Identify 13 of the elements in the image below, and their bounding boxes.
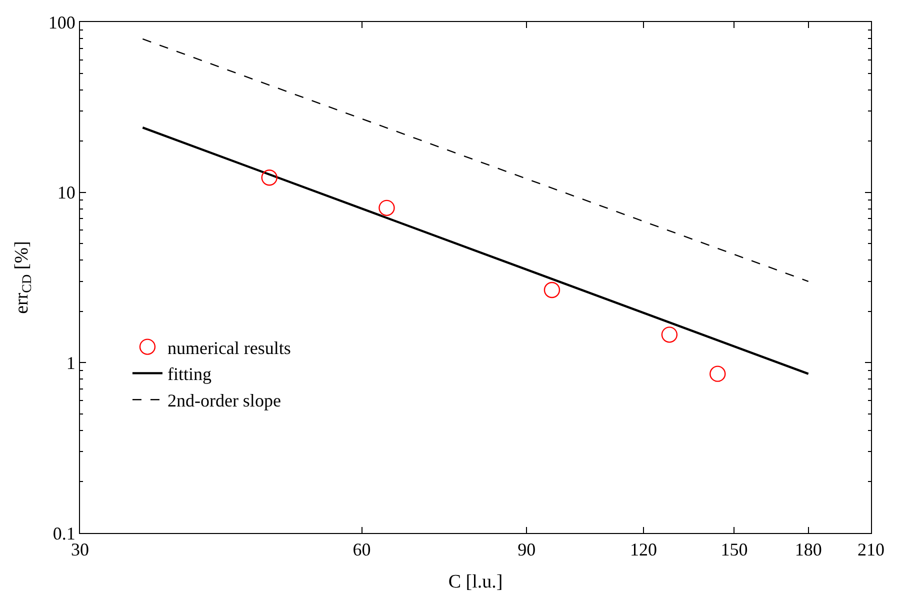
- legend-label: fitting: [167, 364, 212, 384]
- x-axis-title: C [l.u.]: [448, 571, 503, 592]
- x-tick-label: 180: [794, 540, 822, 560]
- legend-label: 2nd-order slope: [167, 390, 281, 411]
- x-tick-label: 60: [352, 540, 371, 560]
- y-tick-label: 100: [48, 12, 76, 32]
- legend-label: numerical results: [167, 338, 291, 358]
- x-tick-label: 150: [720, 540, 748, 560]
- x-tick-label: 210: [858, 540, 884, 560]
- y-tick-label: 10: [57, 182, 76, 203]
- y-tick-label: 1: [66, 352, 76, 373]
- x-tick-label: 90: [518, 540, 536, 560]
- x-tick-label: 120: [630, 540, 658, 560]
